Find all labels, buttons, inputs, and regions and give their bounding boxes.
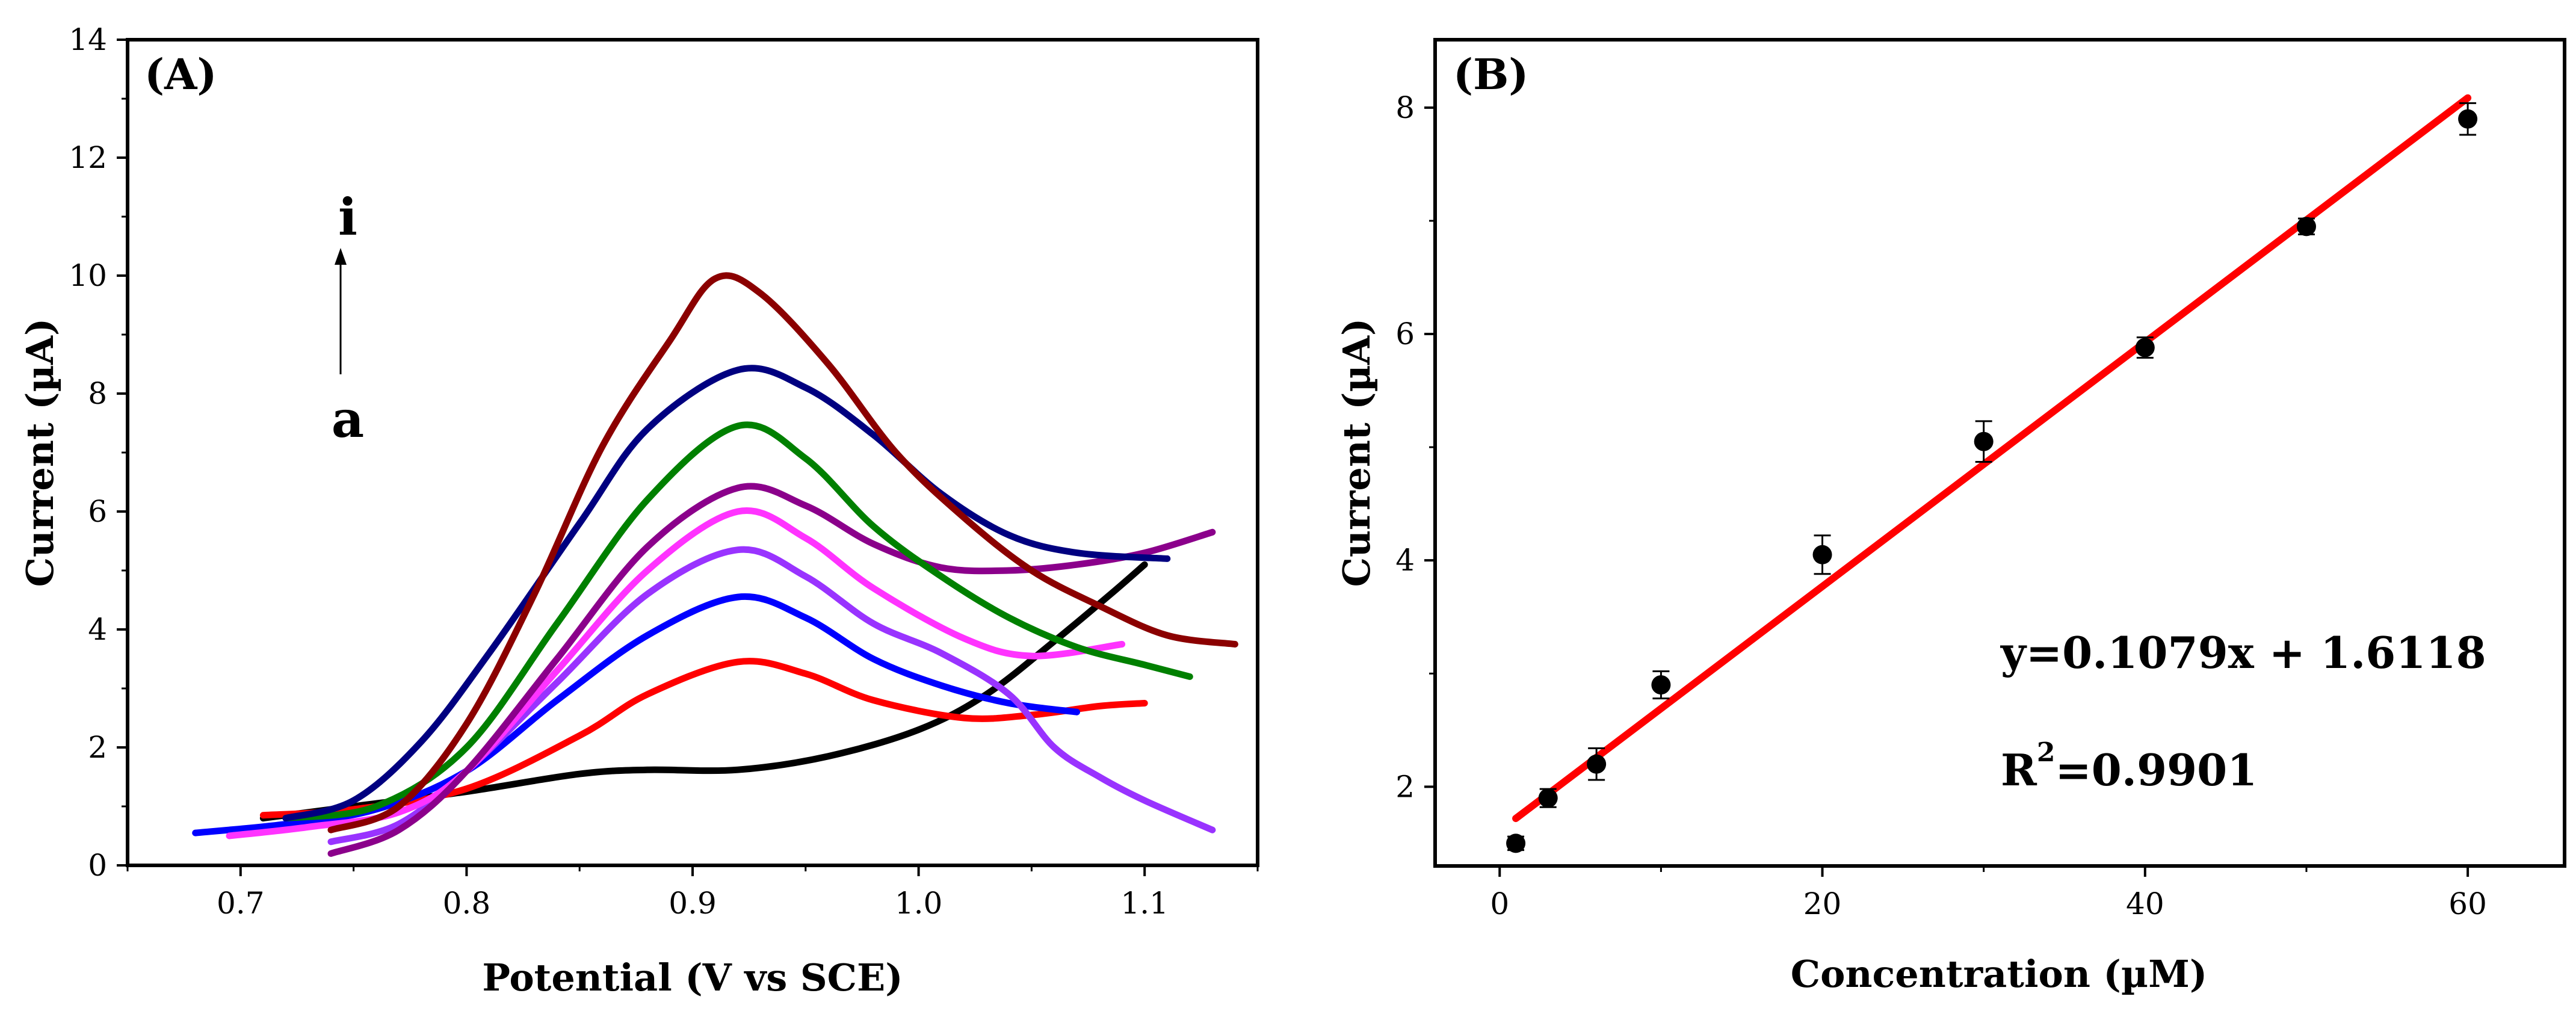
- panel-a-label: (A): [144, 49, 217, 99]
- panel-a-y-tick-label: 0: [88, 848, 107, 883]
- panel-a-y-tick-label: 12: [69, 140, 107, 175]
- data-point: [1506, 833, 1526, 853]
- series-order-arrow-head: [335, 248, 347, 265]
- panel-b-y-ticks: 2 4 6 8: [1395, 90, 1435, 804]
- voltammogram-curve-e: [226, 507, 1126, 839]
- r-squared-prefix: R: [2001, 744, 2037, 796]
- fit-equation-label: y=0.1079x + 1.6118: [2000, 627, 2486, 678]
- panel-b-chart: 0 20 40 60 2 4 6 8 (B) Concentration (µM) Curr…: [1335, 38, 2566, 996]
- r-squared-label: R2=0.9901: [2001, 737, 2257, 796]
- data-point: [2135, 338, 2155, 357]
- panel-a-x-ticks: 0.7 0.8 0.9 1.0 1.1: [126, 865, 1259, 921]
- panel-b-x-tick-label: 20: [1803, 886, 1842, 921]
- panel-a-y-tick-label: 2: [88, 730, 107, 765]
- data-point: [1538, 788, 1558, 808]
- panel-b-y-tick-label: 8: [1395, 90, 1415, 125]
- panel-a-y-axis-title: Current (µA): [18, 318, 62, 587]
- r-squared-value: =0.9901: [2055, 744, 2257, 796]
- panel-a-y-tick-label: 6: [88, 494, 107, 529]
- panel-b-x-axis-title: Concentration (µM): [1791, 952, 2207, 996]
- panel-a-x-tick-label: 0.9: [669, 886, 717, 921]
- panel-a-y-tick-label: 14: [69, 22, 107, 57]
- arrow-start-label: a: [332, 389, 364, 449]
- panel-b-y-axis-title: Current (µA): [1335, 318, 1379, 587]
- data-point: [2458, 109, 2478, 129]
- panel-a-y-ticks: 0 2 4 6 8 10 12 14: [69, 22, 128, 883]
- panel-a-y-tick-label: 10: [69, 258, 107, 293]
- panel-b-y-tick-label: 2: [1395, 769, 1415, 804]
- voltammogram-curve-b: [259, 658, 1148, 819]
- panel-b-x-tick-label: 40: [2126, 886, 2164, 921]
- panel-a-x-tick-label: 1.0: [895, 886, 943, 921]
- panel-b-frame: [1433, 38, 2566, 868]
- linear-fit-line: [1512, 94, 2472, 823]
- panel-b-x-ticks: 0 20 40 60: [1490, 866, 2487, 921]
- panel-a-series-group: [192, 272, 1238, 857]
- data-point: [1974, 431, 1994, 451]
- panel-a-x-tick-label: 1.1: [1120, 886, 1169, 921]
- voltammogram-curve-f: [327, 483, 1216, 857]
- data-point: [1587, 754, 1607, 774]
- panel-a-y-tick-label: 4: [88, 612, 107, 647]
- panel-a-x-tick-label: 0.7: [217, 886, 265, 921]
- panel-b-y-tick-label: 6: [1395, 317, 1415, 351]
- panel-b-label: (B): [1453, 49, 1528, 99]
- voltammogram-curve-i: [327, 272, 1238, 833]
- panel-a-chart: 0.7 0.8 0.9 1.0 1.1 0 2 4 6 8 10 12 14 (A) Potentia…: [18, 22, 1259, 1000]
- voltammogram-curve-h: [282, 365, 1171, 822]
- panel-a-y-tick-label: 8: [88, 376, 107, 411]
- data-point: [1812, 545, 1832, 564]
- panel-b-y-tick-label: 4: [1395, 543, 1415, 578]
- arrow-end-label: i: [338, 187, 357, 247]
- panel-b-x-tick-label: 0: [1490, 886, 1509, 921]
- panel-b-x-tick-label: 60: [2448, 886, 2487, 921]
- panel-b-fit-group: [1512, 94, 2472, 823]
- data-point: [1651, 675, 1671, 695]
- voltammogram-curve-g: [282, 421, 1193, 822]
- voltammogram-curve-a: [259, 561, 1148, 822]
- panel-b-points-group: [1506, 102, 2478, 853]
- data-point: [2296, 217, 2316, 236]
- panel-a-x-tick-label: 0.8: [443, 886, 491, 921]
- panel-a-x-axis-title: Potential (V vs SCE): [482, 956, 903, 1000]
- r-squared-exponent: 2: [2037, 737, 2056, 768]
